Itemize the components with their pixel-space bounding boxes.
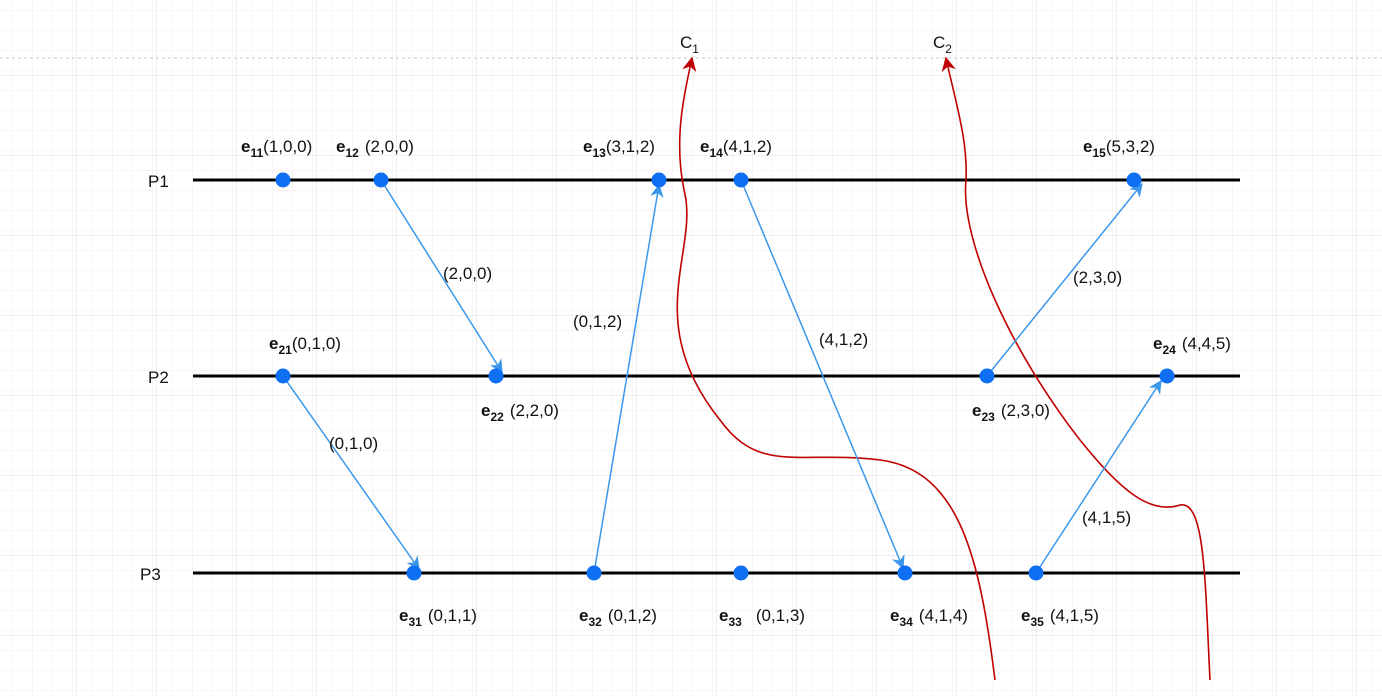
event-e33-label: e33 (0,1,3) — [719, 606, 805, 629]
cut-c1-curve — [676, 56, 996, 681]
cut-c2-curve — [941, 56, 1211, 681]
message-e14-e34 — [740, 179, 905, 570]
event-e35-label: e35 (4,1,5) — [1021, 606, 1099, 629]
message-label-e35-e24: (4,1,5) — [1082, 508, 1131, 527]
messages — [282, 179, 1162, 574]
event-e34-label: e34 (4,1,4) — [890, 606, 968, 629]
event-dots — [275, 172, 1175, 581]
message-e12-e22 — [380, 179, 503, 374]
message-label-e12-e22: (2,0,0) — [443, 264, 492, 283]
event-e15-dot — [1126, 172, 1142, 188]
event-e13-label: e13(3,1,2) — [583, 137, 655, 160]
event-e12-dot — [373, 172, 389, 188]
event-e32-dot — [586, 565, 602, 581]
message-e32-e13 — [593, 183, 664, 574]
event-e34-dot — [897, 565, 913, 581]
process-labels: P1 P2 P3 — [140, 172, 169, 584]
event-e13-dot — [651, 172, 667, 188]
message-label-e23-e15: (2,3,0) — [1073, 268, 1122, 287]
event-e21-label: e21(0,1,0) — [269, 334, 341, 357]
message-e23-e15 — [986, 182, 1143, 377]
process-lines — [193, 178, 1240, 575]
event-e33-dot — [733, 565, 749, 581]
event-e22-dot — [488, 368, 504, 384]
message-e21-e31 — [282, 375, 420, 571]
event-labels: e11(1,0,0) e12 (2,0,0) e13(3,1,2) e14(4,1… — [241, 137, 1231, 629]
cut-c2-label: C2 — [933, 33, 952, 56]
p3-label: P3 — [140, 565, 161, 584]
cuts: C1 C2 — [676, 33, 1211, 681]
event-e22-label: e22 (2,2,0) — [481, 401, 559, 424]
event-e14-dot — [733, 172, 749, 188]
message-label-e21-e31: (0,1,0) — [329, 434, 378, 453]
event-e23-label: e23 (2,3,0) — [972, 401, 1050, 424]
event-e11-dot — [275, 172, 291, 188]
event-e31-dot — [406, 565, 422, 581]
event-e15-label: e15(5,3,2) — [1083, 137, 1155, 160]
event-e14-label: e14(4,1,2) — [700, 137, 772, 160]
event-e21-dot — [275, 368, 291, 384]
event-e32-label: e32 (0,1,2) — [579, 606, 657, 629]
event-e23-dot — [979, 368, 995, 384]
message-label-e32-e13: (0,1,2) — [573, 312, 622, 331]
p1-label: P1 — [148, 172, 169, 191]
event-e12-label: e12 (2,0,0) — [336, 137, 414, 160]
event-e11-label: e11(1,0,0) — [241, 137, 312, 160]
event-e24-label: e24 (4,4,5) — [1153, 334, 1231, 357]
cut-c1-label: C1 — [680, 33, 699, 56]
event-e24-dot — [1159, 368, 1175, 384]
message-e35-e24 — [1035, 379, 1162, 574]
event-e35-dot — [1028, 565, 1044, 581]
p2-label: P2 — [148, 368, 169, 387]
event-e31-label: e31 (0,1,1) — [399, 606, 477, 629]
message-labels: (2,0,0) (0,1,0) (0,1,2) (4,1,2) (2,3,0) … — [329, 264, 1131, 527]
message-label-e14-e34: (4,1,2) — [819, 330, 868, 349]
